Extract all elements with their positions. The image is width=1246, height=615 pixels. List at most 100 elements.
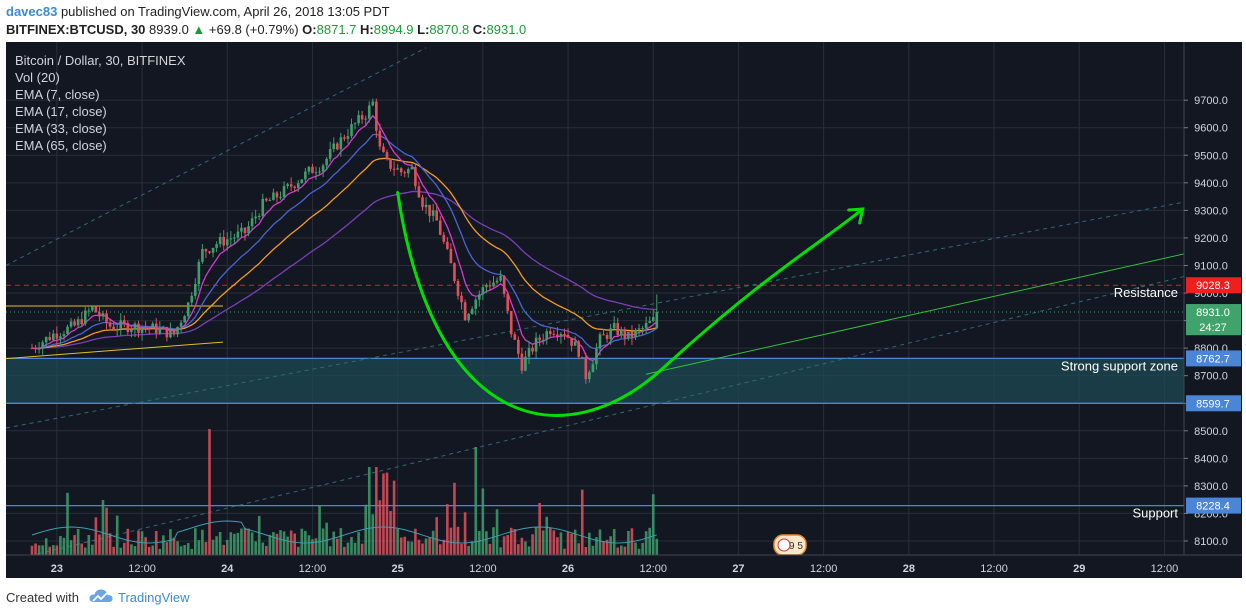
symbol-label[interactable]: BITFINEX:BTCUSD, 30 bbox=[6, 22, 146, 37]
tradingview-cloud-icon[interactable] bbox=[88, 587, 114, 610]
volume-bar bbox=[605, 539, 609, 555]
candle-body bbox=[279, 197, 282, 199]
volume-bar bbox=[623, 546, 627, 555]
tradingview-link[interactable]: TradingView bbox=[118, 590, 190, 605]
volume-bar bbox=[233, 533, 236, 555]
volume-bar bbox=[598, 529, 602, 555]
legend-ema-65[interactable]: EMA (65, close) bbox=[15, 138, 107, 153]
volume-bar bbox=[247, 528, 250, 555]
volume-bar bbox=[91, 544, 94, 555]
price-axis: 8100.08200.08300.08400.08500.08600.08700… bbox=[1183, 42, 1242, 555]
chart-pane[interactable]: 9 58100.08200.08300.08400.08500.08600.08… bbox=[6, 42, 1242, 578]
volume-bar bbox=[169, 529, 172, 555]
candle-body bbox=[399, 168, 403, 173]
cup-curve-arrow bbox=[396, 190, 865, 417]
author-link[interactable]: davec83 bbox=[6, 4, 58, 19]
flag-icon bbox=[777, 538, 791, 552]
candle-body bbox=[517, 339, 520, 354]
candle-body bbox=[552, 333, 556, 335]
volume-bar bbox=[403, 536, 407, 555]
legend-title[interactable]: Bitcoin / Dollar, 30, BITFINEX bbox=[15, 53, 186, 68]
candle-body bbox=[449, 248, 453, 264]
candle-body bbox=[559, 334, 563, 337]
candle-body bbox=[240, 227, 243, 232]
volume-bar bbox=[570, 533, 573, 555]
volume-bar bbox=[478, 530, 481, 555]
volume-bar bbox=[197, 540, 201, 555]
candle-body bbox=[208, 251, 211, 253]
candle-body bbox=[655, 312, 659, 329]
low-label: L: bbox=[417, 22, 430, 37]
volume-bar bbox=[392, 480, 396, 555]
volume-bar bbox=[389, 510, 392, 555]
created-with-label: Created with bbox=[6, 590, 79, 605]
volume-bar bbox=[318, 505, 321, 555]
volume-bar bbox=[59, 536, 62, 555]
volume-bar bbox=[176, 541, 179, 555]
price-chart[interactable]: 9 58100.08200.08300.08400.08500.08600.08… bbox=[6, 42, 1242, 578]
volume-bar bbox=[204, 542, 208, 555]
candle-body bbox=[641, 328, 644, 330]
volume-bar bbox=[495, 509, 499, 555]
legend-ema-17[interactable]: EMA (17, close) bbox=[15, 104, 107, 119]
volume-bar bbox=[37, 545, 41, 555]
volume-bar bbox=[105, 507, 108, 555]
candle-body bbox=[87, 310, 91, 312]
time-tick-label: 12:00 bbox=[128, 563, 156, 575]
volume-bar bbox=[343, 546, 346, 555]
volume-bar bbox=[545, 516, 549, 555]
candle-body bbox=[73, 321, 76, 326]
candle-body bbox=[524, 356, 527, 371]
candle-body bbox=[580, 356, 584, 358]
candle-body bbox=[531, 347, 534, 352]
candle-body bbox=[424, 204, 428, 208]
price-tick-label: 9500.0 bbox=[1194, 150, 1228, 162]
volume-bar bbox=[637, 548, 641, 555]
candle-body bbox=[456, 281, 460, 296]
candle-body bbox=[105, 313, 108, 323]
candle-body bbox=[612, 323, 616, 329]
channel-line-top bbox=[6, 47, 427, 266]
volume-bar bbox=[559, 532, 563, 555]
time-tick-label: 12:00 bbox=[1151, 563, 1179, 575]
candle-body bbox=[275, 192, 279, 198]
trendlines bbox=[6, 47, 1185, 563]
legend-volume[interactable]: Vol (20) bbox=[15, 70, 60, 85]
legend-ema-7[interactable]: EMA (7, close) bbox=[15, 87, 100, 102]
candle-body bbox=[428, 204, 431, 216]
candle-body bbox=[69, 321, 73, 327]
volume-bar bbox=[336, 538, 339, 555]
volume-bar bbox=[296, 546, 300, 555]
price-tick-label: 8500.0 bbox=[1194, 426, 1228, 438]
volume-bar bbox=[126, 528, 130, 555]
support-zone-rect bbox=[6, 358, 1184, 404]
candle-body bbox=[250, 218, 254, 227]
candle-body bbox=[158, 327, 162, 334]
candle-body bbox=[254, 216, 257, 219]
candle-body bbox=[318, 171, 321, 173]
legend-ema-33[interactable]: EMA (33, close) bbox=[15, 121, 107, 136]
high-label: H: bbox=[360, 22, 374, 37]
volume-bar bbox=[201, 529, 204, 555]
candle-body bbox=[172, 329, 176, 335]
publish-info: published on TradingView.com, April 26, … bbox=[60, 4, 390, 19]
volume-bar bbox=[119, 547, 123, 555]
candle-body bbox=[328, 149, 332, 159]
candle-body bbox=[630, 331, 634, 338]
volume-bar bbox=[580, 489, 584, 555]
candle-body bbox=[94, 306, 98, 313]
candle-body bbox=[52, 333, 55, 340]
open-label: O: bbox=[302, 22, 317, 37]
candle-body bbox=[183, 316, 186, 323]
volume-bar bbox=[162, 535, 165, 555]
candle-body bbox=[108, 322, 112, 327]
candle-body bbox=[651, 317, 655, 322]
candle-body bbox=[463, 302, 467, 321]
low-value: 8870.8 bbox=[429, 22, 470, 37]
candle-body bbox=[98, 312, 101, 317]
up-arrow-icon: ▲ bbox=[192, 22, 206, 37]
candle-body bbox=[304, 171, 307, 180]
volume-bar bbox=[80, 543, 83, 555]
price-axis-bg bbox=[1184, 42, 1242, 555]
candle-body bbox=[215, 244, 218, 248]
